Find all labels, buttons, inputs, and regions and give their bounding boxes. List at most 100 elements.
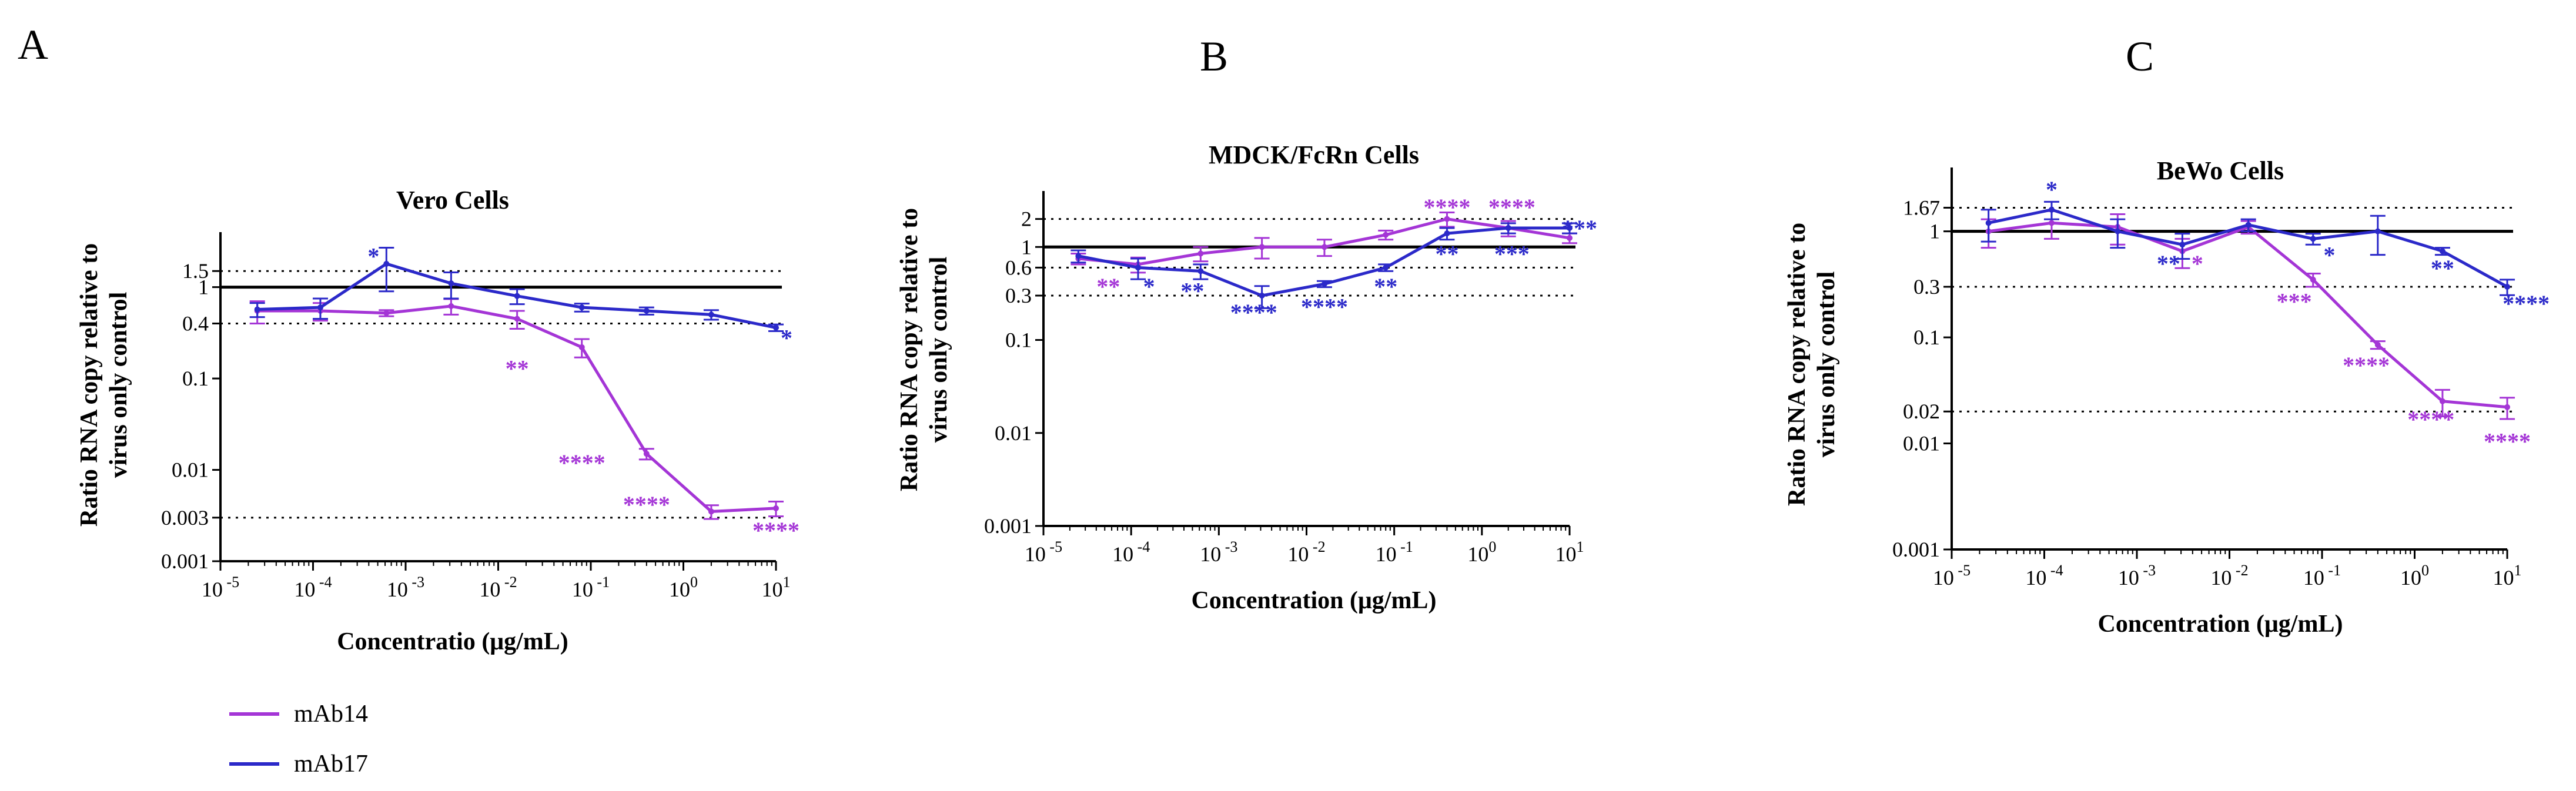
plot-area-a: 0.001 0.003 0.01 0.1 0.4 11.5 10 -5 10 -4 10 -3 1… (161, 232, 799, 601)
data-point-mab14-c (2310, 276, 2316, 283)
significance-label-mab14-b-0: ** (1096, 273, 1120, 300)
data-point-mab17-a (708, 311, 714, 318)
x-tick-label-b-2: 10 -3 (1200, 538, 1237, 566)
y-tick-label-b-2: 0.1 (1005, 329, 1032, 352)
data-point-mab17-b (1383, 264, 1389, 271)
y-tick-label-a-2: 0.01 (172, 458, 209, 482)
y-tick-label-b-0: 0.001 (984, 514, 1032, 538)
data-point-mab17-c (2374, 228, 2381, 234)
plot-area-c: 0.001 0.01 0.02 0.1 0.3 11.67 10 -5 10 -4 10 -3 1… (1892, 167, 2550, 589)
panel-c: C BeWo Cells Concentration (μg/mL) Ratio… (1784, 33, 2550, 638)
data-point-mab17-c (2310, 236, 2316, 242)
data-point-mab14-a (448, 303, 454, 309)
significance-label-mab17-c-4: **** (2503, 290, 2550, 317)
y-axis-label-a-line1: Ratio RNA copy relative to (76, 243, 103, 527)
legend-label-mab17: mAb17 (294, 750, 368, 777)
x-tick-label-a-6: 101 (762, 574, 791, 601)
x-axis-label-c: Concentration (μg/mL) (2098, 611, 2343, 638)
significance-label-mab17-b-0: * (1143, 273, 1155, 300)
data-point-mab17-c (2048, 206, 2055, 213)
y-axis-label-b-line1: Ratio RNA copy relative to (896, 208, 923, 491)
x-tick-label-a-3: 10 -2 (479, 574, 517, 601)
significance-label-mab17-c-0: * (2046, 176, 2058, 203)
data-point-mab14-b (1383, 232, 1389, 238)
data-point-mab14-a (643, 451, 650, 457)
significance-label-mab17-a-0: * (367, 243, 379, 269)
x-tick-label-b-0: 10 -5 (1025, 538, 1062, 566)
chart-title-b: MDCK/FcRn Cells (1209, 140, 1419, 169)
data-point-mab17-c (2115, 228, 2121, 234)
data-point-mab17-c (2504, 283, 2510, 290)
x-axis-label-b: Concentration (μg/mL) (1192, 587, 1437, 614)
data-point-mab14-a (514, 316, 520, 322)
data-point-mab17-a (254, 306, 260, 313)
x-tick-label-b-6: 101 (1555, 538, 1584, 566)
y-tick-label-b-6: 2 (1021, 207, 1032, 231)
y-tick-label-a-3: 0.1 (182, 367, 209, 390)
x-tick-label-a-5: 100 (669, 574, 698, 601)
data-point-mab17-c (2245, 222, 2252, 228)
significance-label-mab14-a-3: **** (752, 517, 799, 544)
significance-label-mab14-c-2: **** (2343, 352, 2390, 378)
data-point-mab17-b (1135, 264, 1141, 271)
panel-letter-c: C (2126, 33, 2154, 80)
y-axis-label-a-line2: virus only control (105, 292, 132, 478)
significance-label-mab14-c-0: * (2192, 250, 2203, 277)
y-tick-label-b-1: 0.01 (995, 421, 1032, 445)
data-point-mab17-a (514, 293, 520, 299)
y-tick-label-a-5: 1 (198, 276, 209, 299)
data-point-mab14-a (708, 508, 714, 515)
x-tick-label-c-2: 10 -3 (2118, 562, 2156, 589)
data-point-mab14-b (1444, 216, 1450, 222)
data-point-mab17-a (773, 324, 779, 331)
data-point-mab17-a (448, 280, 454, 287)
y-tick-label-c-5: 1 (1929, 220, 1940, 243)
data-point-mab14-a (578, 344, 585, 350)
data-point-mab17-c (1985, 220, 1992, 226)
data-point-mab14-b (1197, 250, 1204, 257)
data-point-mab17-a (383, 260, 390, 267)
y-tick-label-a-0: 0.001 (161, 549, 209, 573)
significance-label-mab14-a-1: **** (558, 450, 605, 476)
significance-label-mab17-a-1: * (781, 325, 792, 351)
x-tick-label-c-4: 10 -1 (2303, 562, 2341, 589)
x-tick-label-b-5: 100 (1467, 538, 1496, 566)
panel-b: B MDCK/FcRn Cells Concentration (μg/mL) … (896, 33, 1597, 614)
significance-label-mab14-b-1: **** (1423, 194, 1470, 220)
significance-label-mab14-b-2: **** (1488, 194, 1535, 220)
panel-letter-a: A (18, 21, 48, 68)
y-tick-label-c-4: 0.3 (1913, 275, 1940, 299)
x-tick-label-a-2: 10 -3 (387, 574, 424, 601)
data-point-mab14-a (773, 505, 779, 511)
data-point-mab14-c (2048, 220, 2055, 226)
data-point-mab17-b (1259, 293, 1265, 299)
significance-label-mab17-c-3: ** (2431, 255, 2454, 281)
y-tick-label-b-5: 1 (1021, 235, 1032, 259)
y-axis-label-c-line1: Ratio RNA copy relative to (1784, 223, 1811, 506)
data-point-mab14-a (383, 310, 390, 316)
significance-label-mab17-b-2: **** (1230, 299, 1277, 326)
significance-label-mab17-b-7: *** (1562, 215, 1597, 242)
significance-label-mab14-c-1: *** (2277, 288, 2312, 314)
y-tick-label-a-1: 0.003 (161, 506, 209, 529)
y-axis-label-c-line2: virus only control (1813, 272, 1840, 458)
y-axis-label-b-line2: virus only control (925, 257, 952, 443)
x-tick-label-b-4: 10 -1 (1376, 538, 1413, 566)
chart-title-c: BeWo Cells (2157, 156, 2284, 185)
data-point-mab17-b (1321, 281, 1327, 287)
data-point-mab17-a (317, 304, 323, 311)
data-point-mab14-b (1321, 244, 1327, 250)
y-tick-label-c-1: 0.01 (1903, 432, 1940, 455)
significance-label-mab17-c-2: * (2323, 242, 2335, 269)
significance-label-mab17-c-1: ** (2157, 250, 2180, 277)
data-point-mab14-c (2374, 341, 2381, 348)
significance-label-mab14-c-4: **** (2484, 428, 2531, 455)
x-axis-label-a: Concentratio (μg/mL) (337, 628, 568, 655)
y-tick-label-b-4: 0.6 (1005, 256, 1032, 279)
data-point-mab17-b (1197, 268, 1204, 274)
x-tick-label-c-5: 100 (2400, 562, 2429, 589)
data-point-mab17-b (1075, 253, 1082, 259)
data-point-mab17-a (578, 304, 585, 311)
y-tick-label-a-6: 1.5 (182, 259, 209, 283)
